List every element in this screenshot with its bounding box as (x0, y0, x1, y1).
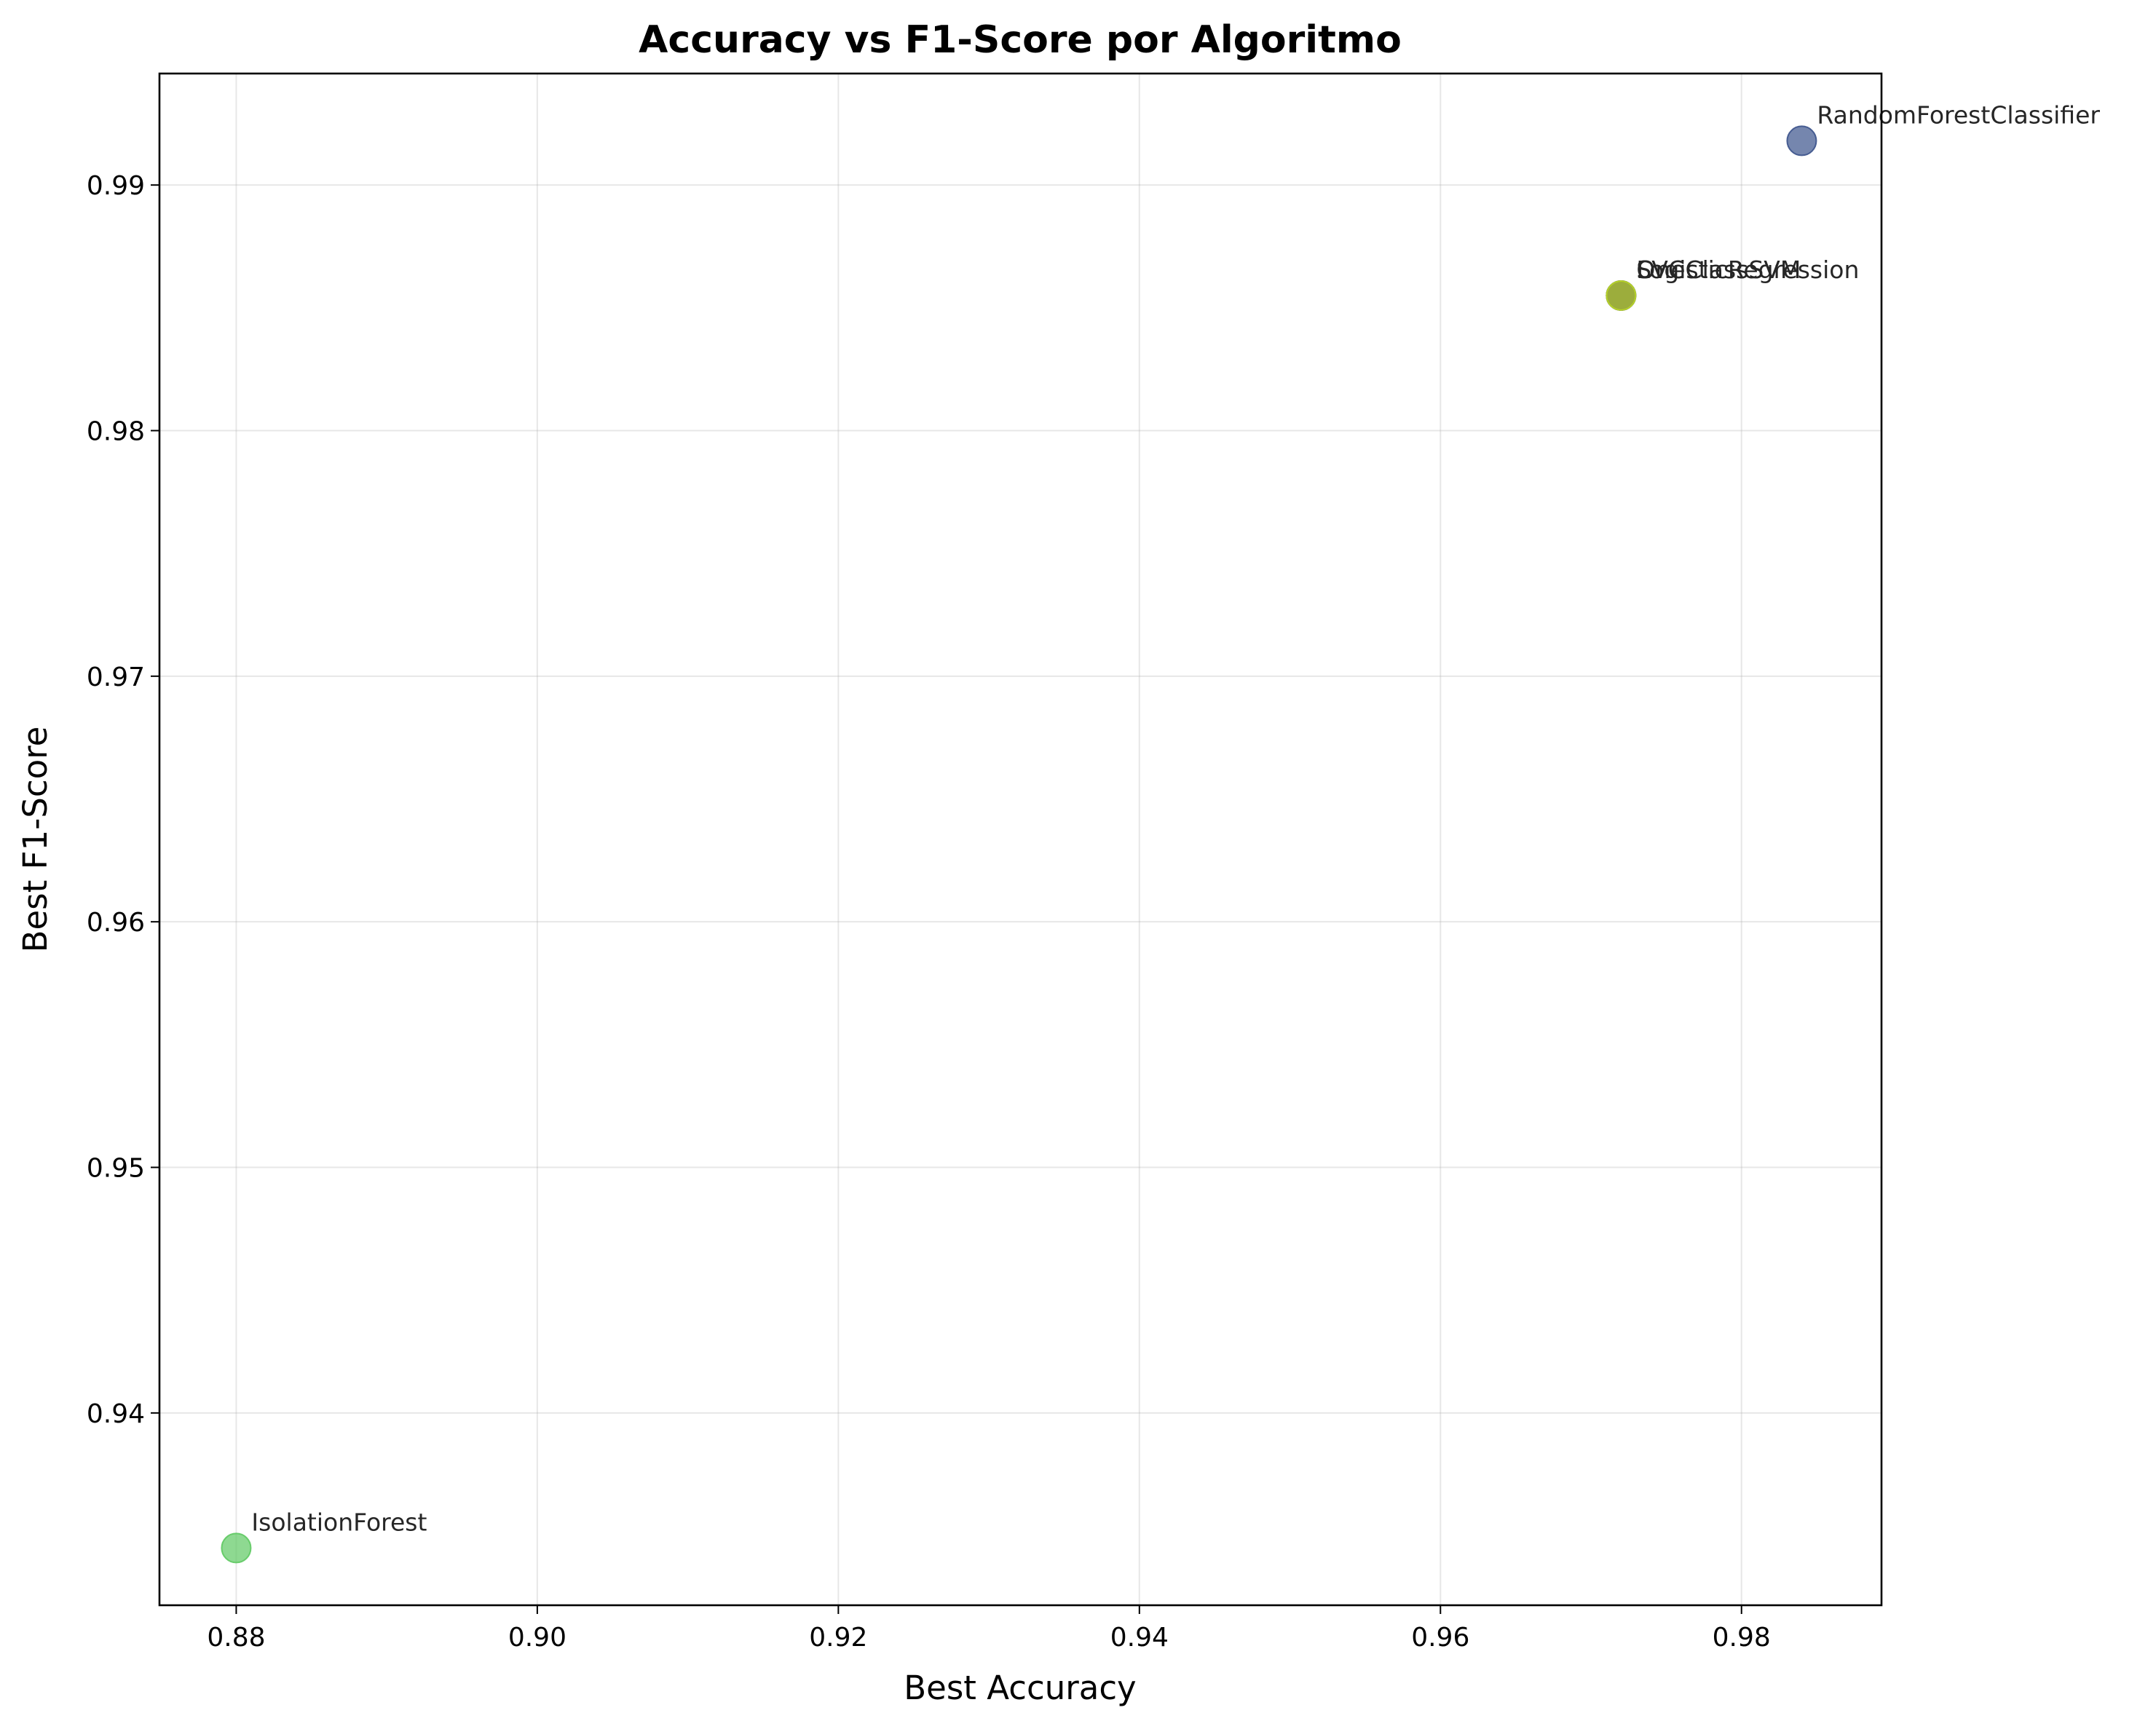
data-point (221, 1532, 252, 1564)
data-point-label: IsolationForest (251, 1508, 427, 1536)
chart-title: Accuracy vs F1-Score por Algoritmo (639, 18, 1402, 62)
grid (159, 74, 1881, 1605)
data-point-label: LogisticRegression (1636, 256, 1859, 284)
point-labels: RandomForestClassifier LogisticRegression… (251, 100, 2100, 1536)
x-tick-label: 0.98 (1713, 1623, 1771, 1653)
y-tick-label: 0.96 (87, 908, 145, 938)
plot-frame (158, 72, 1883, 1607)
x-tick-label: 0.92 (809, 1623, 867, 1653)
y-tick-label: 0.97 (87, 662, 145, 692)
x-tick-label: 0.88 (207, 1623, 265, 1653)
y-ticks: 0.94 0.95 0.96 0.97 0.98 0.99 (87, 171, 159, 1429)
y-tick-label: 0.98 (87, 416, 145, 446)
data-point-label: OneClassSVM (1636, 256, 1801, 284)
data-points (221, 125, 1817, 1564)
data-point-label: RandomForestClassifier (1817, 100, 2100, 129)
x-axis-label: Best Accuracy (904, 1669, 1136, 1707)
y-tick-label: 0.94 (87, 1399, 145, 1429)
x-ticks: 0.88 0.90 0.92 0.94 0.96 0.98 (207, 1605, 1771, 1653)
x-tick-label: 0.96 (1411, 1623, 1469, 1653)
y-tick-label: 0.99 (87, 171, 145, 201)
data-point-label: SVC (1636, 256, 1685, 284)
x-tick-label: 0.94 (1110, 1623, 1169, 1653)
data-point (1786, 125, 1817, 157)
y-tick-label: 0.95 (87, 1154, 145, 1184)
data-point (1606, 280, 1637, 311)
x-tick-label: 0.90 (508, 1623, 566, 1653)
y-axis-label: Best F1-Score (16, 727, 55, 953)
